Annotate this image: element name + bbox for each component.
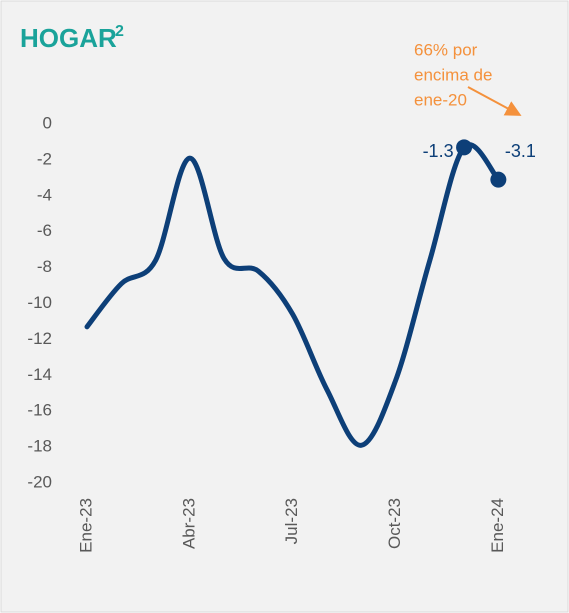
y-tick-label: -4 — [37, 185, 52, 204]
annotation: 66% por — [414, 40, 478, 59]
data-label: -3.1 — [505, 141, 536, 161]
x-tick-label: Ene-24 — [488, 498, 507, 553]
x-tick-label: Abr-23 — [179, 498, 198, 549]
y-tick-label: -18 — [27, 437, 52, 456]
y-tick-label: -2 — [37, 149, 52, 168]
y-tick-label: -16 — [27, 401, 52, 420]
x-tick-label: Oct-23 — [385, 498, 404, 549]
chart-title: HOGAR — [20, 23, 117, 53]
x-tick-label: Ene-23 — [76, 498, 95, 553]
y-tick-label: -20 — [27, 472, 52, 491]
y-tick-label: -14 — [27, 365, 52, 384]
y-tick-label: -8 — [37, 257, 52, 276]
annotation: encima de — [414, 65, 492, 84]
annotation-arrow — [467, 86, 522, 116]
point-marker — [456, 139, 473, 156]
x-tick-label: Jul-23 — [282, 498, 301, 544]
title-superscript: 2 — [115, 23, 124, 40]
y-tick-label: 0 — [43, 113, 52, 132]
y-tick-label: -6 — [37, 221, 52, 240]
point-marker — [490, 171, 507, 188]
y-tick-label: -12 — [27, 329, 52, 348]
annotation: ene-20 — [414, 90, 467, 109]
y-tick-label: -10 — [27, 293, 52, 312]
data-label: -1.3 — [423, 141, 454, 161]
line — [84, 142, 501, 448]
